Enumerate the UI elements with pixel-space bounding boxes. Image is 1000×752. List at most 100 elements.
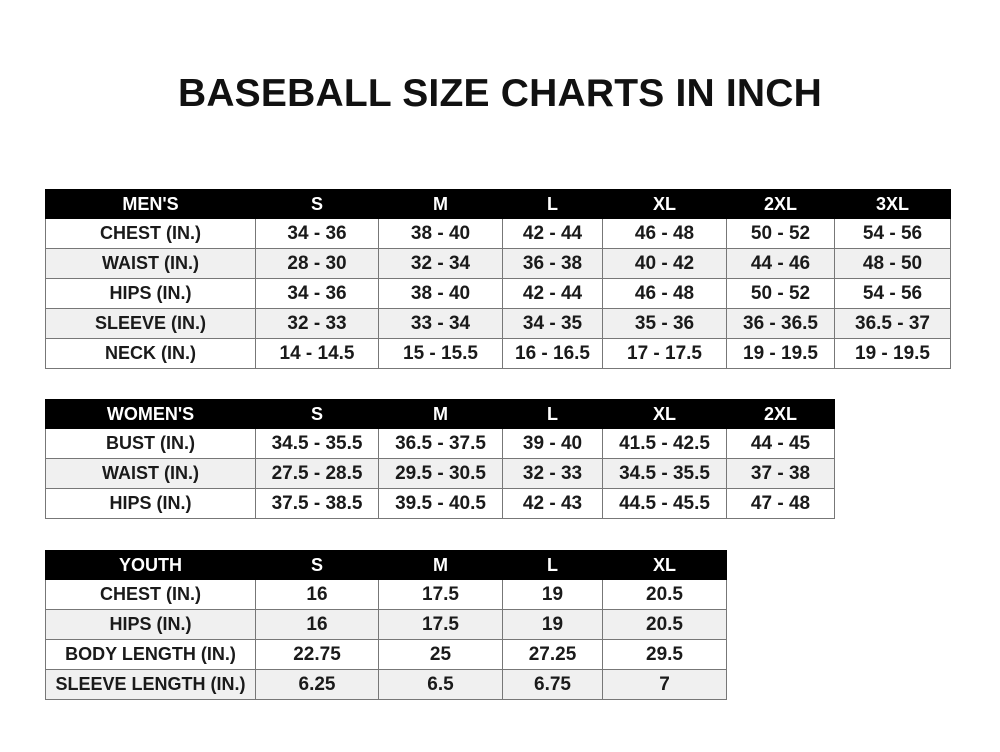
measurement-label: NECK (IN.): [45, 338, 256, 369]
womens-size-table: WOMEN'S S M L XL 2XL BUST (IN.) 34.5 - 35.5 36.5…: [45, 399, 835, 519]
table-category-header: YOUTH: [45, 550, 256, 580]
size-value: 44.5 - 45.5: [602, 488, 727, 519]
size-value: 19: [502, 579, 603, 610]
size-value: 38 - 40: [378, 218, 503, 249]
measurement-label: CHEST (IN.): [45, 579, 256, 610]
size-value: 40 - 42: [602, 248, 727, 279]
size-value: 46 - 48: [602, 278, 727, 309]
size-column-header: XL: [602, 550, 727, 580]
table-row: CHEST (IN.) 16 17.5 19 20.5: [45, 579, 727, 610]
size-column-header: 2XL: [726, 189, 835, 219]
size-value: 28 - 30: [255, 248, 379, 279]
size-column-header: L: [502, 550, 603, 580]
size-value: 54 - 56: [834, 218, 951, 249]
header-row: YOUTH S M L XL: [45, 550, 727, 580]
size-value: 19 - 19.5: [834, 338, 951, 369]
size-value: 6.75: [502, 669, 603, 700]
size-value: 47 - 48: [726, 488, 835, 519]
size-column-header: S: [255, 399, 379, 429]
measurement-label: CHEST (IN.): [45, 218, 256, 249]
size-value: 16 - 16.5: [502, 338, 603, 369]
size-column-header: 2XL: [726, 399, 835, 429]
size-value: 48 - 50: [834, 248, 951, 279]
table-row: HIPS (IN.) 34 - 36 38 - 40 42 - 44 46 - 48 50…: [45, 278, 951, 309]
table-row: BUST (IN.) 34.5 - 35.5 36.5 - 37.5 39 - 40 4…: [45, 428, 835, 459]
table-row: NECK (IN.) 14 - 14.5 15 - 15.5 16 - 16.5 17 …: [45, 338, 951, 369]
size-column-header: M: [378, 550, 503, 580]
size-column-header: XL: [602, 189, 727, 219]
table-row: WAIST (IN.) 27.5 - 28.5 29.5 - 30.5 32 - 33…: [45, 458, 835, 489]
size-value: 36.5 - 37: [834, 308, 951, 339]
size-value: 39.5 - 40.5: [378, 488, 503, 519]
size-column-header: XL: [602, 399, 727, 429]
size-value: 44 - 45: [726, 428, 835, 459]
measurement-label: BODY LENGTH (IN.): [45, 639, 256, 670]
measurement-label: SLEEVE LENGTH (IN.): [45, 669, 256, 700]
header-row: MEN'S S M L XL 2XL 3XL: [45, 189, 951, 219]
measurement-label: BUST (IN.): [45, 428, 256, 459]
size-value: 14 - 14.5: [255, 338, 379, 369]
size-column-header: M: [378, 189, 503, 219]
size-column-header: M: [378, 399, 503, 429]
size-value: 35 - 36: [602, 308, 727, 339]
measurement-label: HIPS (IN.): [45, 278, 256, 309]
size-value: 34 - 35: [502, 308, 603, 339]
size-value: 46 - 48: [602, 218, 727, 249]
size-value: 36.5 - 37.5: [378, 428, 503, 459]
table-row: BODY LENGTH (IN.) 22.75 25 27.25 29.5: [45, 639, 727, 670]
size-value: 25: [378, 639, 503, 670]
table-category-header: WOMEN'S: [45, 399, 256, 429]
mens-size-table: MEN'S S M L XL 2XL 3XL CHEST (IN.) 34 - 36 38 - 4…: [45, 189, 951, 369]
size-value: 37 - 38: [726, 458, 835, 489]
size-value: 29.5: [602, 639, 727, 670]
size-value: 34 - 36: [255, 218, 379, 249]
youth-size-table: YOUTH S M L XL CHEST (IN.) 16 17.5 19 20.5 HIPS (I…: [45, 550, 727, 700]
table-row: WAIST (IN.) 28 - 30 32 - 34 36 - 38 40 - 42 4…: [45, 248, 951, 279]
size-value: 6.25: [255, 669, 379, 700]
size-value: 54 - 56: [834, 278, 951, 309]
size-value: 37.5 - 38.5: [255, 488, 379, 519]
size-column-header: L: [502, 399, 603, 429]
size-value: 42 - 44: [502, 278, 603, 309]
table-row: CHEST (IN.) 34 - 36 38 - 40 42 - 44 46 - 48 5…: [45, 218, 951, 249]
size-value: 36 - 36.5: [726, 308, 835, 339]
measurement-label: HIPS (IN.): [45, 609, 256, 640]
size-value: 16: [255, 579, 379, 610]
size-column-header: 3XL: [834, 189, 951, 219]
size-value: 34 - 36: [255, 278, 379, 309]
header-row: WOMEN'S S M L XL 2XL: [45, 399, 835, 429]
measurement-label: WAIST (IN.): [45, 248, 256, 279]
size-column-header: L: [502, 189, 603, 219]
size-value: 17.5: [378, 609, 503, 640]
size-value: 19 - 19.5: [726, 338, 835, 369]
size-value: 42 - 43: [502, 488, 603, 519]
size-value: 32 - 34: [378, 248, 503, 279]
table-row: HIPS (IN.) 16 17.5 19 20.5: [45, 609, 727, 640]
measurement-label: HIPS (IN.): [45, 488, 256, 519]
measurement-label: WAIST (IN.): [45, 458, 256, 489]
size-value: 29.5 - 30.5: [378, 458, 503, 489]
table-category-header: MEN'S: [45, 189, 256, 219]
size-value: 34.5 - 35.5: [255, 428, 379, 459]
size-value: 7: [602, 669, 727, 700]
size-value: 16: [255, 609, 379, 640]
size-value: 32 - 33: [502, 458, 603, 489]
size-value: 44 - 46: [726, 248, 835, 279]
size-value: 39 - 40: [502, 428, 603, 459]
size-value: 50 - 52: [726, 218, 835, 249]
table-row: HIPS (IN.) 37.5 - 38.5 39.5 - 40.5 42 - 43 4…: [45, 488, 835, 519]
size-value: 15 - 15.5: [378, 338, 503, 369]
table-row: SLEEVE LENGTH (IN.) 6.25 6.5 6.75 7: [45, 669, 727, 700]
size-value: 42 - 44: [502, 218, 603, 249]
size-value: 36 - 38: [502, 248, 603, 279]
size-column-header: S: [255, 550, 379, 580]
size-value: 27.5 - 28.5: [255, 458, 379, 489]
size-column-header: S: [255, 189, 379, 219]
page-title: BASEBALL SIZE CHARTS IN INCH: [177, 72, 823, 115]
size-value: 20.5: [602, 609, 727, 640]
size-value: 33 - 34: [378, 308, 503, 339]
size-value: 22.75: [255, 639, 379, 670]
size-value: 20.5: [602, 579, 727, 610]
size-value: 34.5 - 35.5: [602, 458, 727, 489]
size-value: 19: [502, 609, 603, 640]
